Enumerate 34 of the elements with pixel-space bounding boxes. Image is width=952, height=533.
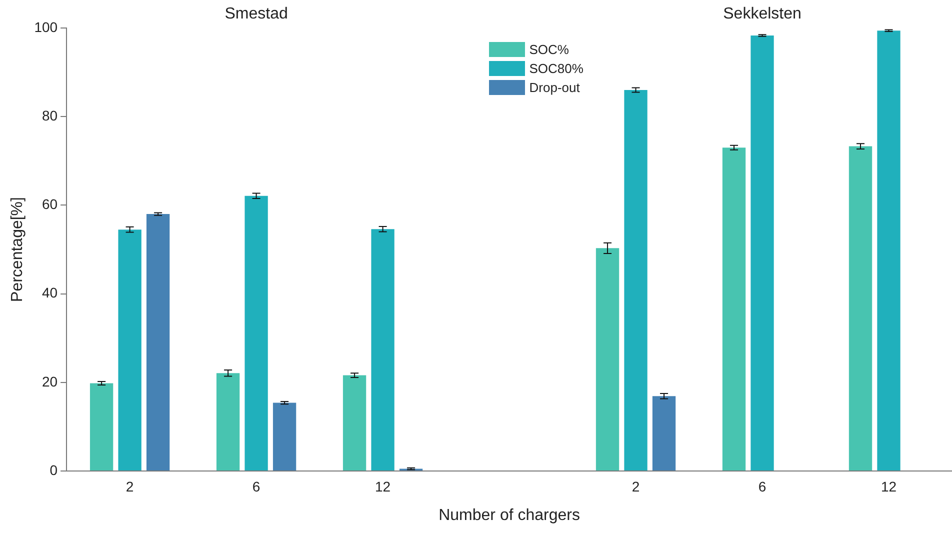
bar — [90, 383, 114, 470]
x-axis-title: Number of chargers — [438, 506, 580, 524]
y-tick-label: 100 — [34, 18, 58, 35]
bar — [596, 248, 620, 470]
x-tick-label: 12 — [375, 478, 391, 494]
bar — [244, 196, 268, 470]
x-tick-label: 12 — [880, 478, 897, 494]
x-tick-label: 2 — [632, 478, 640, 494]
bar — [722, 148, 746, 470]
bar — [371, 229, 394, 470]
bar — [652, 396, 676, 470]
x-tick-label: 6 — [252, 478, 260, 494]
legend-label: SOC% — [529, 42, 569, 57]
y-tick-label: 80 — [42, 107, 58, 124]
bar — [848, 146, 872, 470]
y-axis-title: Percentage[%] — [9, 197, 26, 302]
text: Smestad — [224, 5, 288, 22]
bar — [877, 30, 900, 470]
legend-label: Drop-out — [529, 80, 580, 95]
bar — [146, 214, 170, 470]
y-tick-label: 40 — [42, 284, 58, 301]
y-tick-label: 0 — [50, 462, 58, 478]
legend-label: SOC80% — [529, 61, 584, 76]
bar — [118, 230, 142, 470]
y-tick-label: 60 — [42, 196, 58, 212]
bar — [342, 375, 366, 470]
bar — [272, 402, 296, 470]
bar — [216, 373, 240, 470]
text: Sekkelsten — [723, 5, 802, 22]
bar — [624, 90, 648, 470]
bar — [750, 36, 774, 470]
x-tick-label: 2 — [126, 478, 134, 494]
y-tick-label: 20 — [42, 373, 58, 390]
x-tick-label: 6 — [758, 478, 766, 494]
